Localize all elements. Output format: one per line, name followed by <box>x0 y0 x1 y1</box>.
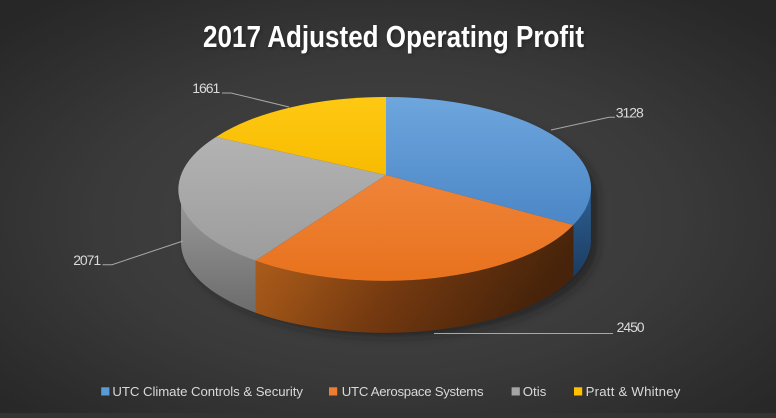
svg-text:Pratt & Whitney: Pratt & Whitney <box>586 384 681 399</box>
svg-text:Otis: Otis <box>523 384 547 399</box>
svg-text:UTC Climate Controls & Securit: UTC Climate Controls & Security <box>112 384 303 399</box>
svg-text:2450: 2450 <box>617 319 645 335</box>
svg-text:2017 Adjusted Operating Profit: 2017 Adjusted Operating Profit <box>203 19 584 54</box>
svg-text:3128: 3128 <box>616 104 644 120</box>
svg-text:UTC Aerospace Systems: UTC Aerospace Systems <box>342 384 484 399</box>
svg-text:1661: 1661 <box>192 80 220 96</box>
svg-text:2071: 2071 <box>73 252 101 268</box>
svg-text:2017 Adjusted Operating Profit: 2017 Adjusted Operating Profit <box>205 21 586 56</box>
